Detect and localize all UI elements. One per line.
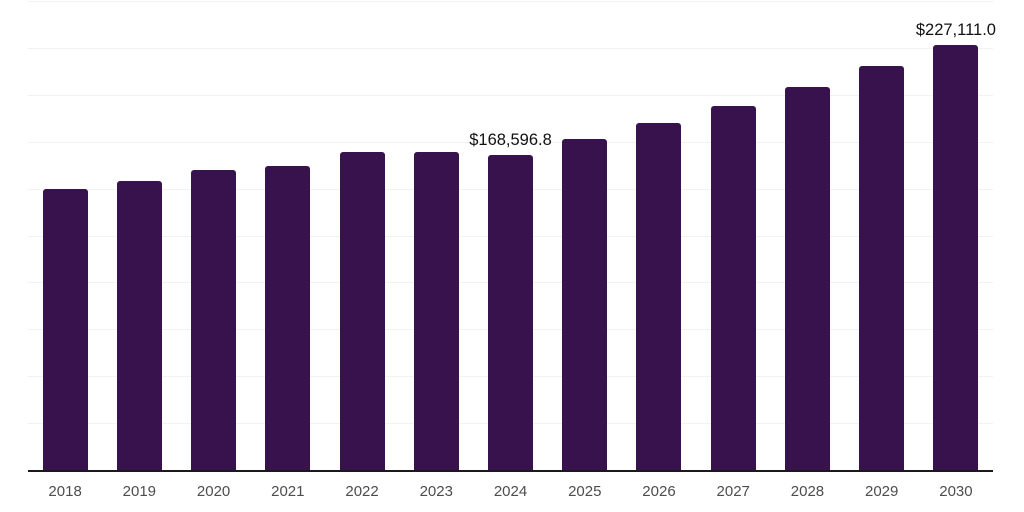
bar-2025[interactable] (562, 139, 608, 471)
bar-column-2030: $227,111.0 (916, 2, 996, 471)
bar-column-2024: $168,596.8 (469, 2, 552, 471)
bar-2023[interactable] (413, 152, 459, 471)
bar-2018[interactable] (42, 188, 88, 471)
bar-column-2026 (622, 2, 696, 471)
x-tick-2018: 2018 (48, 483, 82, 500)
gridline (28, 1, 993, 2)
bar-2021[interactable] (265, 166, 311, 471)
gridline (28, 94, 993, 96)
bar-2029[interactable] (859, 65, 905, 471)
gridline (28, 47, 993, 49)
bar-column-2019 (102, 2, 176, 471)
bar-column-2028 (770, 2, 844, 471)
bars-group: $168,596.8 $227,111.0 (28, 2, 996, 471)
x-tick-2019: 2019 (122, 483, 157, 500)
x-tick-2026: 2026 (642, 483, 676, 500)
x-tick-2020: 2020 (196, 483, 231, 500)
bar-2026[interactable] (636, 122, 682, 471)
bar-2019[interactable] (116, 180, 162, 471)
bar-2020[interactable] (191, 170, 237, 471)
bar-2030[interactable]: $227,111.0 (916, 22, 996, 471)
data-label-2024: $168,596.8 (469, 131, 552, 150)
bar-2027[interactable] (710, 106, 756, 471)
x-axis-tick-labels: 2018 2019 2020 2021 2022 2023 2024 2025 2026 2027… (28, 484, 993, 499)
bar-2028[interactable] (784, 87, 830, 471)
bar-column-2025 (548, 2, 622, 471)
x-tick-2030: 2030 (939, 483, 973, 500)
bar-column-2018 (28, 2, 102, 471)
x-tick-2024: 2024 (493, 483, 528, 500)
gridline (28, 141, 993, 143)
x-tick-2021: 2021 (271, 483, 305, 500)
x-tick-2022: 2022 (345, 483, 379, 500)
x-tick-2025: 2025 (568, 483, 602, 500)
bar-column-2020 (176, 2, 250, 471)
x-tick-2027: 2027 (716, 483, 750, 500)
bar-column-2023 (399, 2, 473, 471)
x-tick-2029: 2029 (865, 483, 899, 500)
x-tick-2028: 2028 (790, 483, 825, 500)
bar-column-2022 (325, 2, 399, 471)
bar-column-2021 (251, 2, 325, 471)
bar-2024[interactable]: $168,596.8 (469, 132, 552, 471)
x-tick-2023: 2023 (419, 483, 453, 500)
x-axis-line (28, 470, 993, 472)
bar-column-2027 (696, 2, 770, 471)
data-label-2030: $227,111.0 (915, 21, 996, 40)
plot-area: $168,596.8 $227,111.0 (28, 1, 996, 471)
bar-column-2029 (845, 2, 919, 471)
bar-2022[interactable] (339, 152, 385, 471)
